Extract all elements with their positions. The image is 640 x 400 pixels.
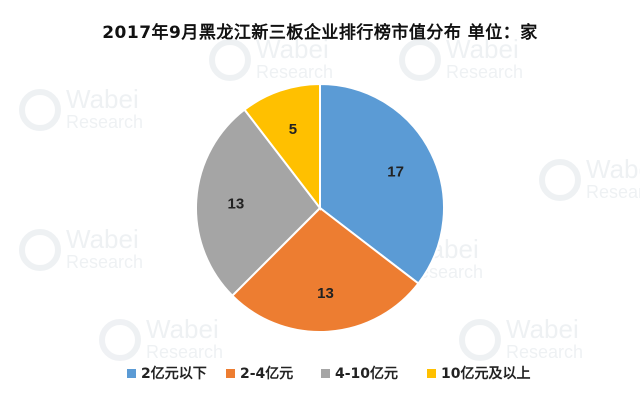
watermark-logo-icon [399, 39, 441, 81]
legend-swatch [427, 369, 436, 378]
legend-label: 10亿元及以上 [441, 365, 530, 382]
watermark-logo-icon [99, 319, 141, 361]
legend-swatch [321, 369, 330, 378]
svg-text:Wabei: Wabei [586, 154, 640, 184]
pie-slice [195, 108, 322, 298]
svg-text:Wabei: Wabei [146, 314, 219, 344]
slice-value-label: 13 [317, 285, 334, 302]
legend-label: 2-4亿元 [240, 365, 293, 382]
svg-text:Research: Research [256, 62, 333, 82]
legend-label: 4-10亿元 [335, 365, 398, 382]
svg-text:Research: Research [586, 182, 640, 202]
slice-value-label: 13 [228, 195, 245, 212]
svg-text:Research: Research [66, 112, 143, 132]
watermark-logo-icon [19, 229, 61, 271]
pie-slice [230, 206, 420, 333]
svg-text:Research: Research [146, 342, 223, 362]
chart-title: 2017年9月黑龙江新三板企业排行榜市值分布 单位：家 [102, 23, 538, 43]
svg-text:Wabei: Wabei [506, 314, 579, 344]
watermark-logo-icon [19, 89, 61, 131]
watermark-logo-icon [459, 319, 501, 361]
watermark-logo-icon [539, 159, 581, 201]
legend-swatch [127, 369, 136, 378]
svg-text:Wabei: Wabei [66, 224, 139, 254]
svg-text:Wabei: Wabei [446, 34, 519, 64]
legend-label: 2亿元以下 [141, 365, 207, 382]
legend-swatch [226, 369, 235, 378]
slice-value-label: 17 [387, 164, 404, 181]
svg-text:Wabei: Wabei [256, 34, 329, 64]
legend: 2亿元以下 2-4亿元 4-10亿元 10亿元及以上 [127, 365, 530, 382]
slice-value-label: 5 [289, 121, 297, 138]
svg-text:Research: Research [66, 252, 143, 272]
pie-slice [319, 82, 445, 285]
svg-text:Research: Research [446, 62, 523, 82]
watermark-logo-icon [209, 39, 251, 81]
svg-text:Research: Research [506, 342, 583, 362]
pie-slice [243, 82, 321, 211]
svg-text:Wabei: Wabei [66, 84, 139, 114]
